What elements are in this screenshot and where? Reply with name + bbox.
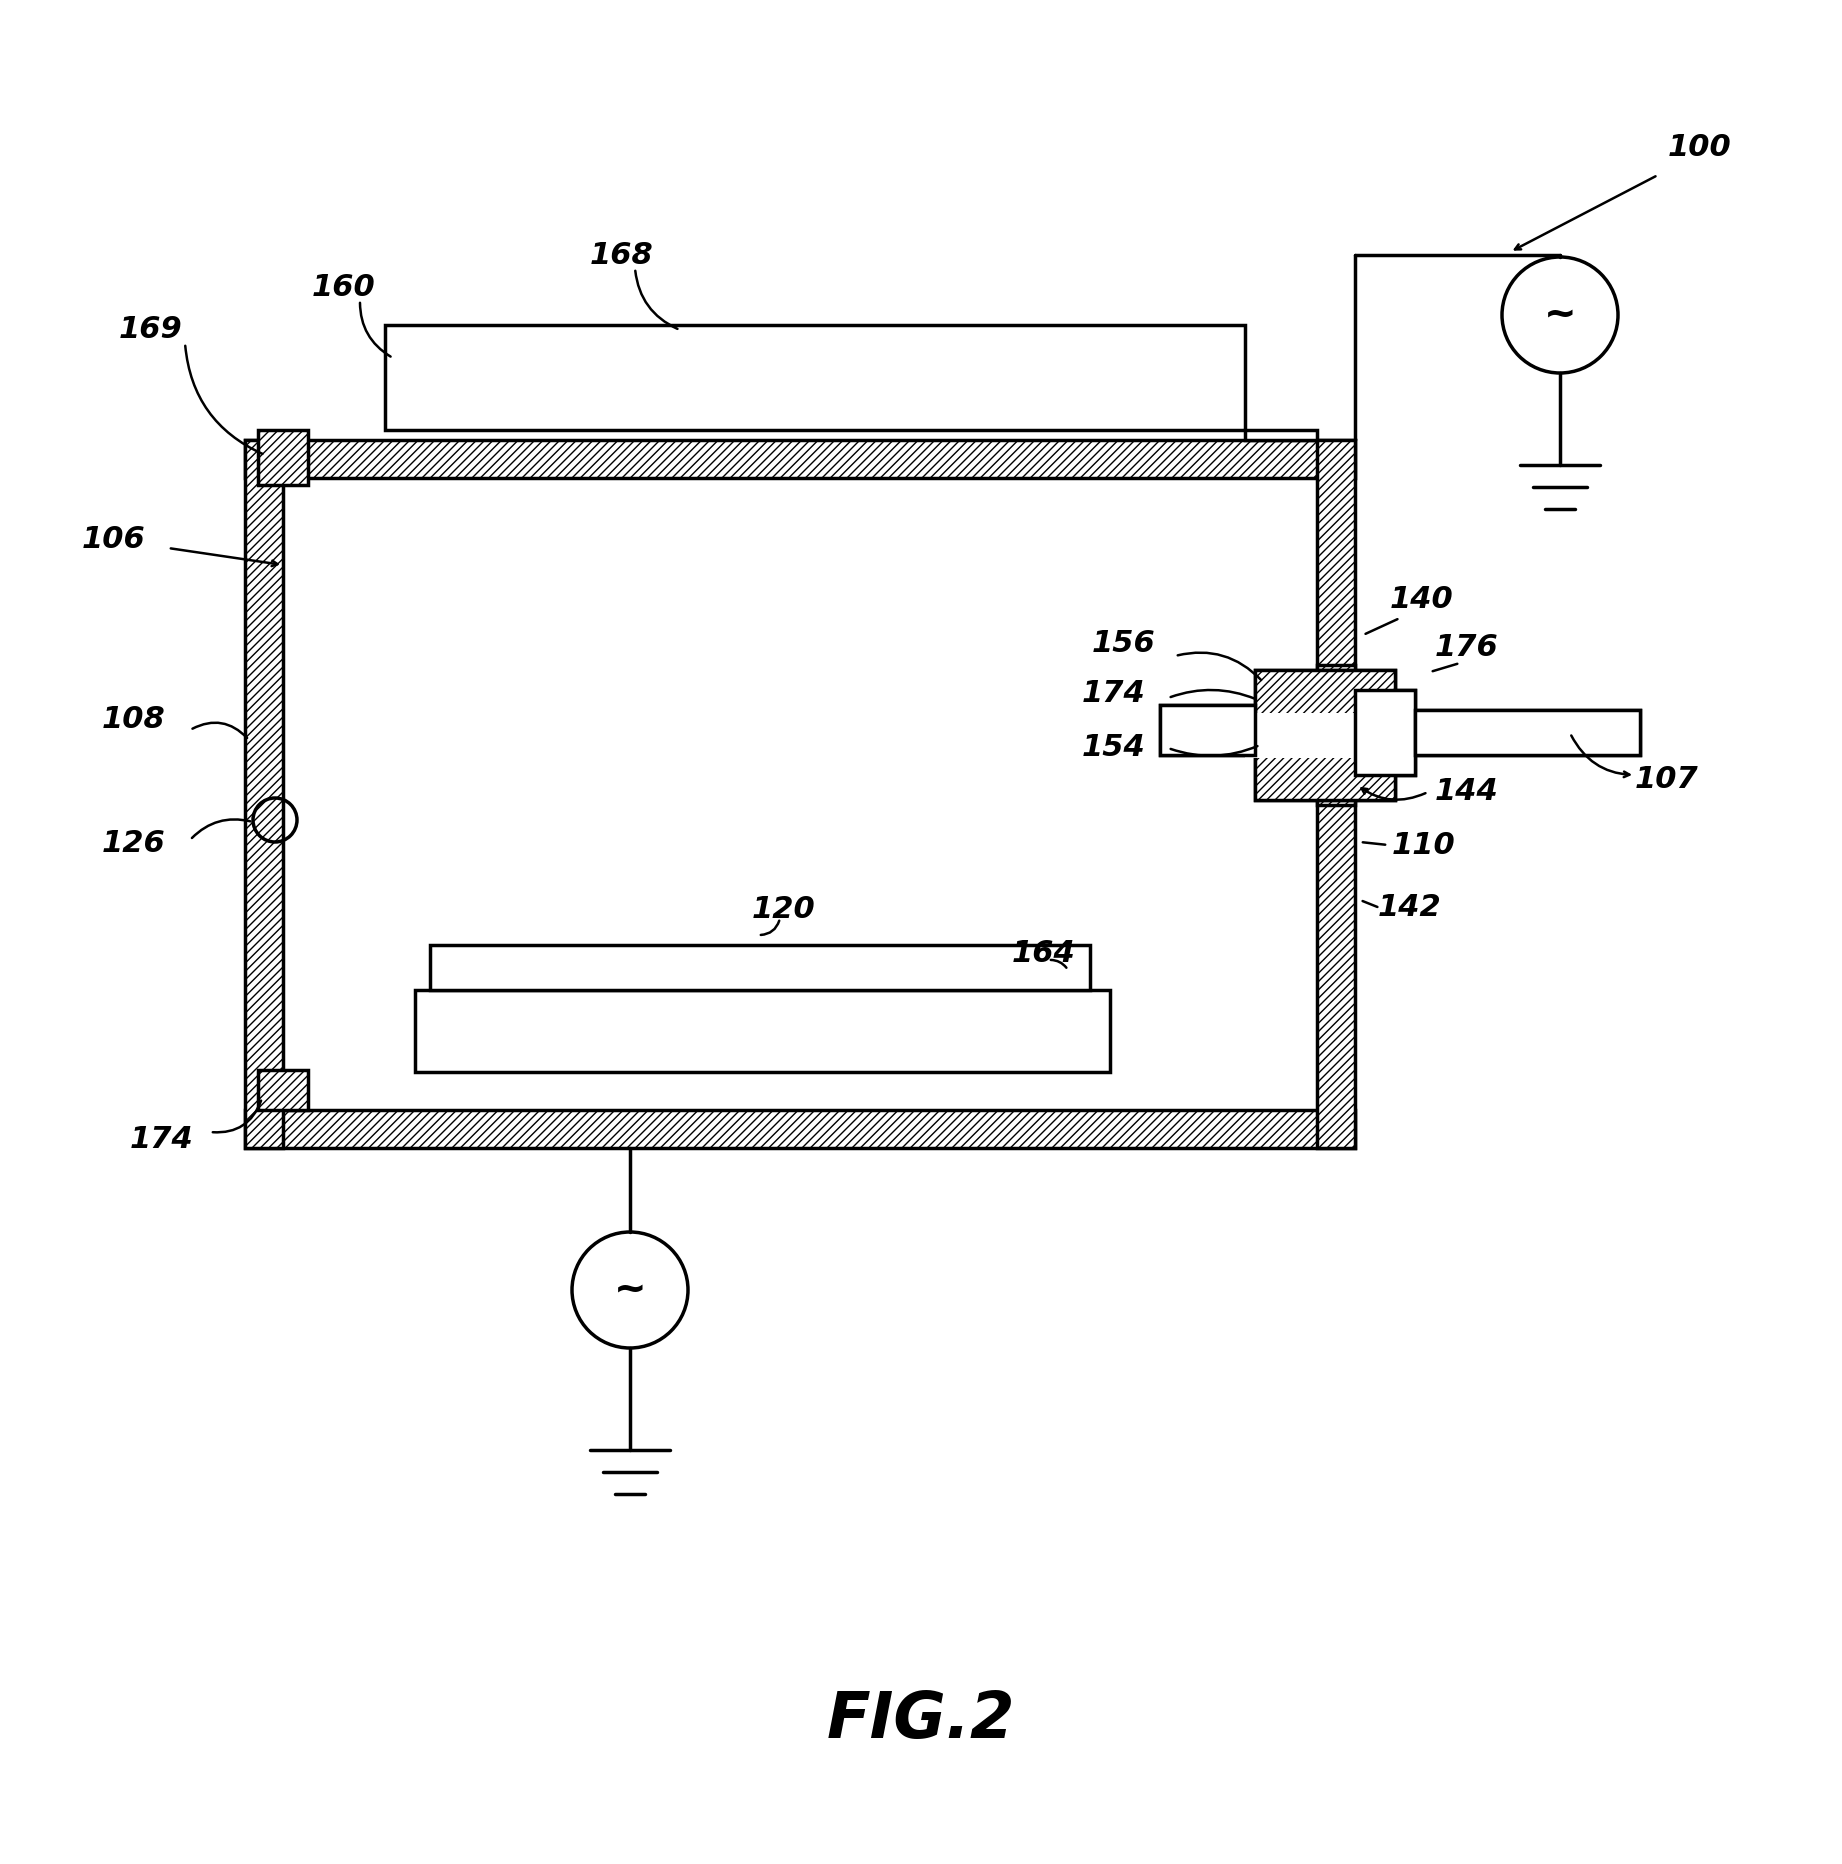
Bar [385, 324, 1245, 431]
Bar [245, 440, 1356, 477]
Bar [1415, 710, 1639, 755]
Text: 174: 174 [1081, 678, 1146, 708]
Bar [284, 477, 1317, 1109]
Text: ~: ~ [1544, 296, 1577, 334]
Text: 142: 142 [1378, 893, 1442, 923]
Bar [1356, 690, 1415, 775]
Text: 106: 106 [83, 526, 146, 554]
Bar [245, 1109, 1356, 1148]
Text: 174: 174 [131, 1126, 193, 1154]
Bar [429, 945, 1090, 990]
Bar [1245, 712, 1405, 757]
Text: 140: 140 [1391, 585, 1453, 615]
Bar [258, 1070, 308, 1109]
Bar [245, 440, 284, 1148]
Bar [1160, 705, 1254, 755]
Text: 168: 168 [589, 240, 654, 270]
Text: 156: 156 [1092, 628, 1155, 658]
Bar [1319, 712, 1354, 757]
Text: 107: 107 [1636, 766, 1698, 794]
Bar [1254, 669, 1394, 800]
Bar [1245, 712, 1405, 757]
Text: 120: 120 [752, 895, 816, 925]
Bar [1254, 669, 1394, 800]
Text: 176: 176 [1435, 634, 1499, 662]
Bar [414, 990, 1111, 1072]
Text: ~: ~ [613, 1271, 647, 1309]
Text: 110: 110 [1393, 831, 1455, 859]
Text: 100: 100 [1669, 134, 1731, 162]
Bar [1317, 665, 1356, 805]
Text: 164: 164 [1011, 938, 1076, 967]
Text: FIG.2: FIG.2 [827, 1689, 1015, 1750]
Text: 126: 126 [101, 828, 166, 857]
Bar [1317, 440, 1356, 1148]
Bar [1356, 690, 1415, 775]
Bar [1245, 431, 1317, 440]
Text: 160: 160 [311, 272, 376, 302]
Text: 154: 154 [1081, 734, 1146, 762]
Text: 108: 108 [101, 705, 166, 734]
Bar [258, 431, 308, 485]
Bar [1160, 705, 1254, 755]
Text: 169: 169 [118, 315, 182, 345]
Bar [1415, 710, 1639, 755]
Text: 144: 144 [1435, 777, 1499, 807]
